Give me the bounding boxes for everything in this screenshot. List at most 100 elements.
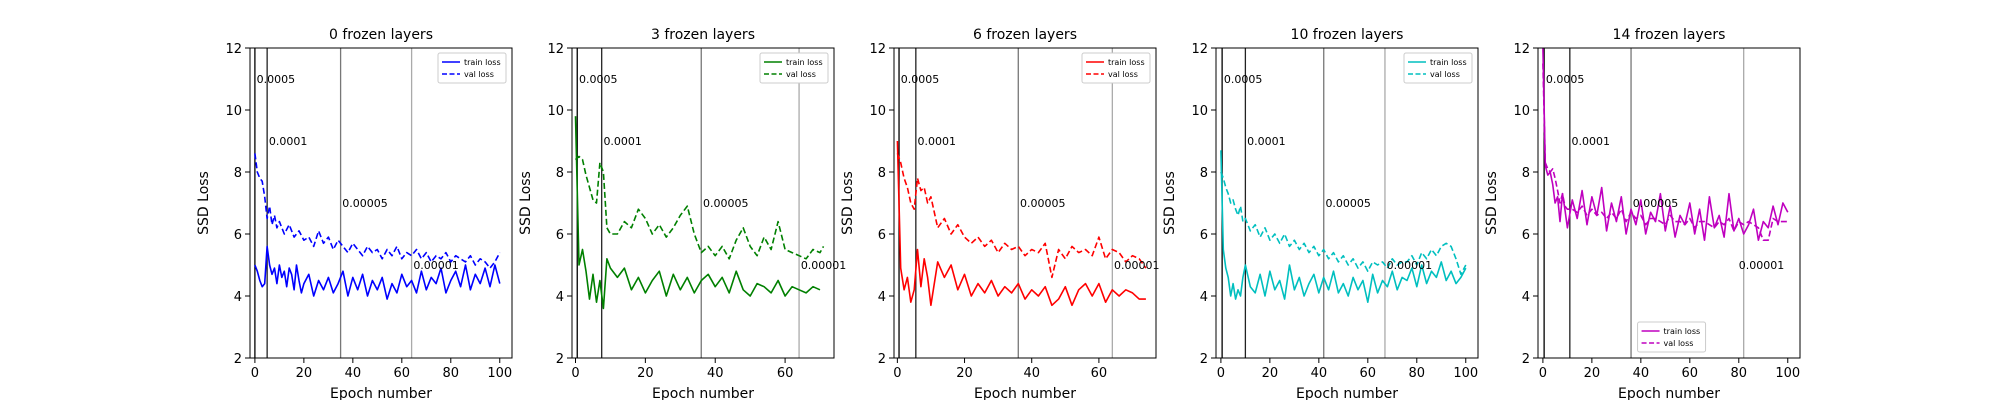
x-tick-label: 40 (1311, 366, 1328, 381)
y-tick-label: 10 (1191, 104, 1208, 119)
legend-label: val loss (464, 70, 494, 79)
x-tick-label: 0 (1217, 366, 1225, 381)
y-axis-label: SSD Loss (1484, 171, 1500, 235)
series-val-loss-line (1542, 63, 1788, 241)
legend: train loss val loss (1081, 52, 1151, 84)
y-tick-label: 10 (225, 104, 242, 119)
series-train-loss-line (896, 140, 1146, 307)
y-tick-label: 6 (878, 228, 886, 243)
x-tick-label: 0 (251, 366, 259, 381)
subplot-title: 14 frozen layers (1613, 27, 1726, 43)
legend-label: val loss (786, 70, 816, 79)
x-tick-label: 20 (637, 366, 654, 381)
x-tick-label: 20 (296, 366, 313, 381)
x-axis-label: Epoch number (652, 386, 754, 400)
y-tick-label: 4 (1200, 290, 1208, 305)
x-tick-label: 40 (1633, 366, 1650, 381)
legend: train loss val loss (437, 52, 507, 84)
x-axis-label: Epoch number (1618, 386, 1720, 400)
legend-box (759, 52, 829, 84)
x-tick-label: 60 (1360, 366, 1377, 381)
x-tick-label: 100 (1453, 366, 1478, 381)
x-axis-label: Epoch number (330, 386, 432, 400)
series-val-loss-line (1220, 171, 1467, 276)
x-tick-label: 60 (777, 366, 794, 381)
y-axis-label: SSD Loss (840, 171, 856, 235)
subplot-2: 0.0005 0.0001 0.00005 0.00001 0 20 40 60 2 4 6 8 10 1… (840, 27, 1160, 400)
y-tick-label: 2 (1522, 352, 1530, 367)
legend: train loss val loss (1637, 321, 1707, 353)
lr-annotation: 0.0005 (1546, 73, 1585, 86)
legend-label: val loss (1664, 339, 1694, 348)
series-train-loss-line (1542, 48, 1789, 241)
legend-label: val loss (1430, 70, 1460, 79)
axes-frame (893, 47, 1157, 359)
y-axis-label: SSD Loss (1162, 171, 1178, 235)
x-tick-label: 60 (1091, 366, 1108, 381)
lr-annotation: 0.0005 (257, 73, 296, 86)
legend-label: train loss (1430, 58, 1467, 67)
x-axis-label: Epoch number (974, 386, 1076, 400)
lr-annotation: 0.0005 (1224, 73, 1263, 86)
lr-annotation: 0.00001 (413, 259, 459, 272)
y-tick-label: 2 (878, 352, 886, 367)
lr-annotation: 0.0001 (1247, 135, 1286, 148)
y-tick-label: 8 (556, 166, 564, 181)
legend: train loss val loss (1403, 52, 1473, 84)
lr-annotation: 0.00005 (1325, 197, 1371, 210)
lr-annotation: 0.00001 (1114, 259, 1160, 272)
x-tick-label: 60 (394, 366, 411, 381)
subplot-title: 0 frozen layers (329, 27, 433, 43)
x-tick-label: 80 (1731, 366, 1748, 381)
y-tick-label: 6 (556, 228, 564, 243)
legend-label: train loss (786, 58, 823, 67)
y-tick-label: 10 (1513, 104, 1530, 119)
subplot-1: 0.0005 0.0001 0.00005 0.00001 0 20 40 60 2 4 6 8 10 1… (518, 27, 846, 400)
x-tick-label: 20 (1262, 366, 1279, 381)
axes-frame (571, 47, 835, 359)
x-tick-label: 40 (707, 366, 724, 381)
y-tick-label: 4 (234, 290, 242, 305)
x-tick-label: 80 (1409, 366, 1426, 381)
y-tick-label: 4 (1522, 290, 1530, 305)
y-tick-label: 8 (234, 166, 242, 181)
y-tick-label: 2 (1200, 352, 1208, 367)
lr-annotation: 0.00001 (1739, 259, 1785, 272)
y-tick-label: 2 (556, 352, 564, 367)
y-tick-label: 12 (869, 42, 886, 57)
lr-annotation: 0.0001 (1572, 135, 1611, 148)
x-axis-label: Epoch number (1296, 386, 1398, 400)
legend-box (1637, 321, 1707, 353)
legend-box (437, 52, 507, 84)
lr-annotation: 0.0001 (603, 135, 642, 148)
lr-annotation: 0.0005 (901, 73, 940, 86)
legend-box (1403, 52, 1473, 84)
lr-annotation: 0.00001 (1387, 259, 1433, 272)
x-tick-label: 100 (487, 366, 512, 381)
axes-frame (1215, 47, 1479, 359)
y-tick-label: 6 (1522, 228, 1530, 243)
y-tick-label: 2 (234, 352, 242, 367)
legend-label: val loss (1108, 70, 1138, 79)
legend-box (1081, 52, 1151, 84)
y-tick-label: 6 (1200, 228, 1208, 243)
series-val-loss-line (896, 153, 1147, 279)
lr-annotation: 0.00005 (1020, 197, 1066, 210)
subplot-3: 0.0005 0.0001 0.00005 0.00001 0 20 40 60 80 100 2 4… (1162, 27, 1479, 400)
y-axis-label: SSD Loss (518, 171, 534, 235)
x-tick-label: 20 (1584, 366, 1601, 381)
y-tick-label: 10 (869, 104, 886, 119)
subplot-0: 0.0005 0.0001 0.00005 0.00001 0 20 40 60 80 100 2 4… (196, 27, 513, 400)
legend: train loss val loss (759, 52, 829, 84)
legend-label: train loss (464, 58, 501, 67)
subplot-title: 6 frozen layers (973, 27, 1077, 43)
series-val-loss-line (574, 155, 825, 260)
y-tick-label: 8 (878, 166, 886, 181)
subplot-4: 0.0005 0.0001 0.00005 0.00001 0 20 40 60 80 100 2 4… (1484, 27, 1801, 400)
lr-annotation: 0.0005 (579, 73, 618, 86)
series-val-loss-line (254, 153, 501, 269)
axes-frame (1537, 47, 1801, 359)
y-tick-label: 12 (225, 42, 242, 57)
x-tick-label: 0 (893, 366, 901, 381)
